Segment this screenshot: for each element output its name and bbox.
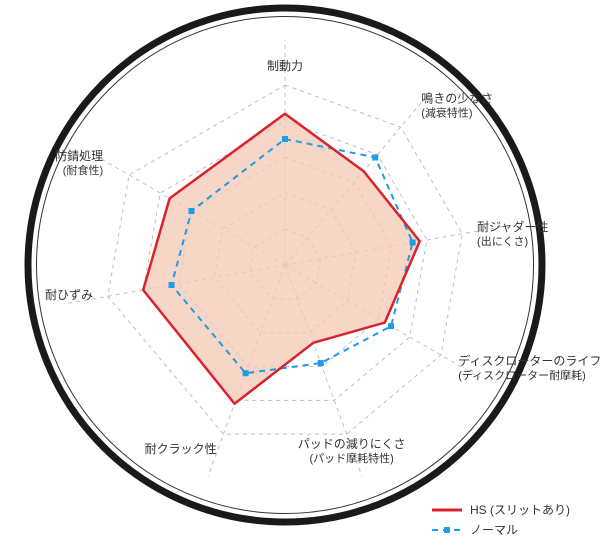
series-normal-marker — [282, 136, 288, 142]
legend-normal-label: ノーマル — [470, 523, 518, 537]
axis-label-brake: 制動力 — [267, 59, 303, 73]
series-normal-marker — [410, 239, 416, 245]
axis-label-sub-padwear: (パッド摩耗特性) — [310, 451, 394, 465]
axis-label-squeal: 鳴きの少なさ — [421, 92, 493, 106]
legend-hs-label: HS (スリットあり) — [470, 503, 570, 517]
axis-label-sub-squeal: (減衰特性) — [421, 106, 472, 120]
series-normal-marker — [243, 370, 249, 376]
axis-label-sub-rotorlife: (ディスクローター耐摩耗) — [458, 368, 586, 382]
axis-label-crack: 耐クラック性 — [145, 442, 217, 456]
axis-label-rust: 防錆処理 — [55, 148, 103, 163]
axis-label-padwear: パッドの減りにくさ — [298, 436, 406, 451]
series-normal-marker — [372, 154, 378, 160]
axis-label-judder: 耐ジャダー性 — [477, 219, 548, 234]
axis-label-sub-judder: (出にくさ) — [477, 234, 528, 248]
axis-label-strain: 耐ひずみ — [45, 288, 93, 302]
axis-label-sub-rust: (耐食性) — [63, 163, 103, 177]
series-normal-marker — [188, 208, 194, 214]
axis-label-rotorlife: ディスクローターのライフ — [458, 353, 600, 368]
series-normal-marker — [318, 360, 324, 366]
legend: HS (スリットあり) ノーマル — [432, 503, 570, 537]
series-normal-marker — [388, 323, 394, 329]
series-normal-marker — [169, 282, 175, 288]
radar-chart: 制動力鳴きの少なさ(減衰特性)耐ジャダー性(出にくさ)ディスクローターのライフ(… — [0, 0, 600, 549]
